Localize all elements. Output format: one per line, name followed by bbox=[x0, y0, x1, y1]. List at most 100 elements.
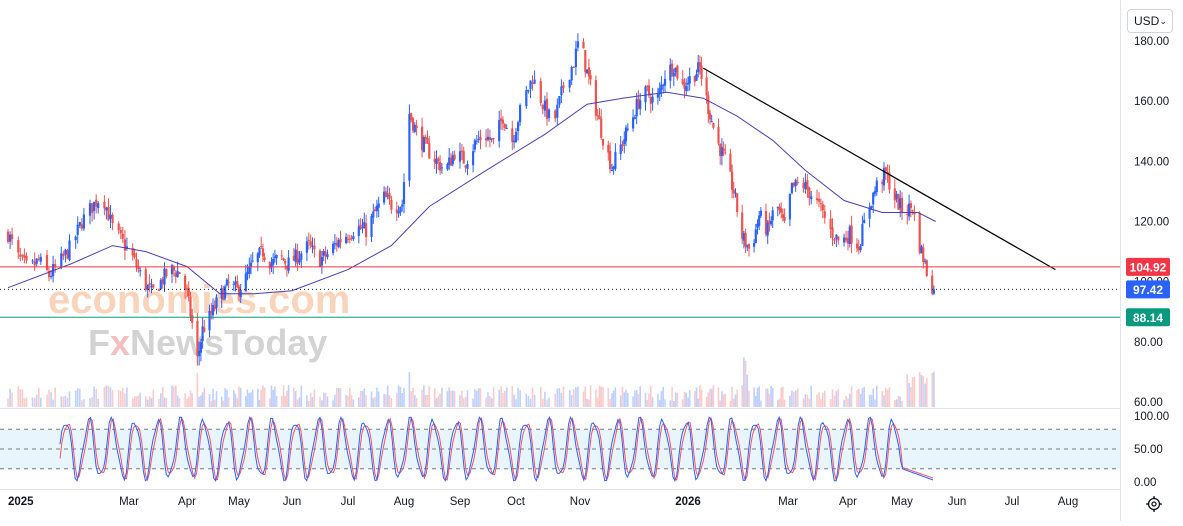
candle-body bbox=[543, 100, 546, 111]
candle-body bbox=[693, 76, 696, 82]
volume-bar bbox=[35, 394, 38, 407]
currency-selector[interactable]: USD ⌄ bbox=[1127, 9, 1173, 33]
candle-body bbox=[519, 105, 522, 123]
volume-bar bbox=[816, 394, 818, 407]
candle-body bbox=[261, 248, 264, 257]
candle bbox=[705, 70, 708, 104]
candle-body bbox=[198, 350, 201, 357]
candle bbox=[568, 79, 571, 93]
candle-body bbox=[804, 182, 807, 190]
candle bbox=[472, 144, 475, 173]
candle bbox=[437, 156, 440, 170]
candle bbox=[823, 205, 826, 224]
volume-bar bbox=[390, 398, 393, 407]
volume-bar bbox=[459, 395, 461, 407]
candle-body bbox=[719, 143, 722, 157]
candle bbox=[377, 196, 380, 218]
candle bbox=[215, 294, 218, 315]
candle-body bbox=[415, 125, 418, 129]
settings-button[interactable] bbox=[1144, 494, 1164, 514]
candle-body bbox=[97, 203, 100, 208]
candle bbox=[576, 33, 579, 52]
time-tick-label: Mar bbox=[778, 496, 798, 508]
candle bbox=[909, 200, 912, 218]
candle-body bbox=[533, 79, 536, 84]
candle bbox=[251, 252, 254, 263]
candle bbox=[753, 239, 756, 253]
downtrend-line[interactable] bbox=[703, 67, 1056, 271]
candle-body bbox=[227, 281, 230, 283]
candle bbox=[845, 230, 848, 243]
candle bbox=[843, 233, 846, 247]
volume-bar bbox=[423, 385, 425, 407]
volume-bar bbox=[485, 397, 487, 407]
volume-bar bbox=[489, 396, 491, 407]
candle-body bbox=[821, 204, 824, 211]
candle bbox=[607, 140, 610, 161]
volume-bar bbox=[322, 392, 325, 407]
candle-body bbox=[835, 234, 838, 239]
candle bbox=[587, 58, 590, 85]
candle-body bbox=[610, 170, 613, 171]
candle bbox=[525, 85, 528, 109]
volume-bar bbox=[251, 389, 254, 407]
volume-bar bbox=[363, 388, 366, 407]
volume-bar bbox=[688, 389, 691, 407]
candle-body bbox=[788, 194, 791, 220]
candle-body bbox=[377, 203, 380, 208]
time-tick-label: Aug bbox=[394, 496, 414, 508]
candle-body bbox=[722, 148, 725, 152]
candle bbox=[804, 173, 807, 194]
candle bbox=[932, 285, 935, 295]
candle-body bbox=[268, 262, 271, 269]
candle-body bbox=[621, 144, 624, 147]
candle-body bbox=[62, 254, 65, 257]
candle-body bbox=[135, 258, 138, 267]
volume-bar bbox=[150, 398, 153, 407]
candle bbox=[897, 193, 900, 210]
volume-bar bbox=[607, 387, 610, 407]
candle-body bbox=[632, 117, 635, 129]
candle-body bbox=[352, 236, 355, 240]
candle bbox=[758, 211, 761, 231]
stochastic-d-line bbox=[59, 416, 934, 482]
volume-bar bbox=[525, 393, 528, 407]
volume-bar bbox=[95, 389, 97, 407]
candle-body bbox=[309, 241, 312, 246]
candle bbox=[324, 246, 327, 264]
candle-body bbox=[178, 272, 181, 275]
candle-body bbox=[383, 191, 386, 203]
candle bbox=[686, 76, 690, 92]
volume-bar bbox=[694, 391, 696, 407]
volume-bar bbox=[818, 392, 820, 407]
volume-bar bbox=[294, 391, 297, 407]
volume-bar bbox=[461, 390, 463, 407]
time-tick-label: Jun bbox=[283, 496, 302, 508]
volume-bar bbox=[614, 387, 617, 407]
candle-body bbox=[66, 250, 69, 259]
candle bbox=[258, 246, 261, 258]
candle bbox=[790, 182, 793, 195]
candle bbox=[176, 261, 179, 278]
candle bbox=[435, 150, 438, 174]
volume-bar bbox=[695, 387, 698, 407]
volume-bar bbox=[399, 386, 402, 407]
volume-bar bbox=[472, 398, 474, 407]
candle-body bbox=[458, 151, 462, 162]
volume-bar bbox=[208, 394, 211, 407]
candle-body bbox=[513, 140, 516, 143]
volume-bar bbox=[239, 388, 242, 407]
candle-body bbox=[732, 189, 735, 194]
candle bbox=[237, 284, 241, 302]
volume-bar bbox=[93, 386, 95, 407]
candle bbox=[161, 276, 164, 289]
candle-body bbox=[639, 100, 642, 109]
volume-bar bbox=[646, 399, 649, 407]
volume-bar bbox=[50, 392, 52, 407]
candle-body bbox=[275, 255, 278, 259]
candle-body bbox=[363, 222, 366, 229]
candle-body bbox=[612, 166, 615, 170]
volume-bar bbox=[410, 391, 412, 407]
candle-body bbox=[237, 286, 241, 296]
